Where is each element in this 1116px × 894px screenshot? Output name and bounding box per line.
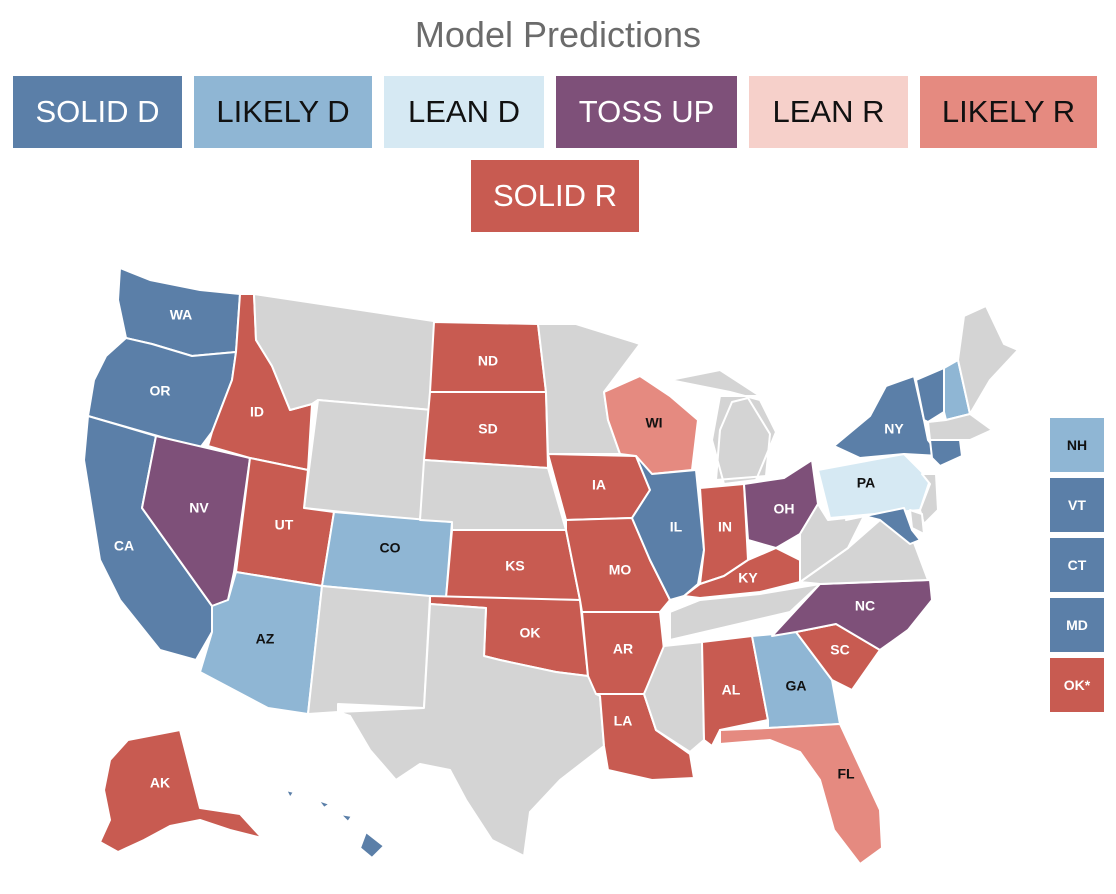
state-label-sc: SC xyxy=(830,642,849,658)
state-ct[interactable] xyxy=(929,439,963,467)
state-nc[interactable] xyxy=(771,579,933,651)
side-legend-ct[interactable]: CT xyxy=(1050,538,1104,592)
state-label-nv: NV xyxy=(189,500,209,516)
state-ny[interactable] xyxy=(833,375,941,459)
state-label-ky: KY xyxy=(738,570,758,586)
state-ma[interactable] xyxy=(927,413,993,441)
legend-toss-up-button[interactable]: TOSS UP xyxy=(556,76,737,148)
state-label-ar: AR xyxy=(613,641,633,657)
state-hi[interactable] xyxy=(285,789,385,859)
state-label-or: OR xyxy=(150,383,171,399)
state-vt[interactable] xyxy=(915,367,945,423)
state-me[interactable] xyxy=(957,305,1019,415)
state-label-id: ID xyxy=(250,404,264,420)
state-label-il: IL xyxy=(670,519,683,535)
state-wv[interactable] xyxy=(799,503,865,583)
state-label-ak: AK xyxy=(150,775,170,791)
state-label-la: LA xyxy=(614,713,633,729)
state-label-az: AZ xyxy=(256,631,275,647)
side-legend-ok-star[interactable]: OK* xyxy=(1050,658,1104,712)
state-label-al: AL xyxy=(722,682,741,698)
state-label-pa: PA xyxy=(857,475,875,491)
state-mt[interactable] xyxy=(253,293,441,411)
state-label-nc: NC xyxy=(855,598,875,614)
state-nm[interactable] xyxy=(307,585,431,715)
state-label-mo: MO xyxy=(609,562,632,578)
state-ne[interactable] xyxy=(419,459,567,531)
legend-likely-r-button[interactable]: LIKELY R xyxy=(920,76,1097,148)
state-label-sd: SD xyxy=(478,421,497,437)
state-label-co: CO xyxy=(380,540,401,556)
state-ak[interactable] xyxy=(99,729,263,853)
legend-likely-d-button[interactable]: LIKELY D xyxy=(194,76,372,148)
state-label-ga: GA xyxy=(786,678,807,694)
state-label-in: IN xyxy=(718,519,732,535)
state-ky[interactable] xyxy=(683,547,801,599)
state-fl[interactable] xyxy=(719,723,883,865)
state-label-ny: NY xyxy=(884,421,904,437)
state-label-ok: OK xyxy=(520,625,541,641)
side-legend-nh[interactable]: NH xyxy=(1050,418,1104,472)
state-md[interactable] xyxy=(845,507,921,545)
legend-solid-r-button[interactable]: SOLID R xyxy=(471,160,639,232)
legend-lean-r-button[interactable]: LEAN R xyxy=(749,76,908,148)
state-mi[interactable] xyxy=(669,369,777,485)
state-label-fl: FL xyxy=(837,766,855,782)
state-label-ks: KS xyxy=(505,558,524,574)
state-tx[interactable] xyxy=(337,603,605,857)
state-wy[interactable] xyxy=(303,399,433,521)
state-label-oh: OH xyxy=(774,501,795,517)
us-map: WA OR CA NV ID UT AZ CO ND SD KS OK IA MO AR LA WI IL IN OH… xyxy=(83,267,1019,865)
state-labels: WA OR CA NV ID UT AZ CO ND SD KS OK IA MO AR LA WI IL IN OH… xyxy=(114,307,905,839)
state-label-wa: WA xyxy=(170,307,193,323)
side-legend-vt[interactable]: VT xyxy=(1050,478,1104,532)
legend-lean-d-button[interactable]: LEAN D xyxy=(384,76,544,148)
state-label-wi: WI xyxy=(645,415,662,431)
state-label-ca: CA xyxy=(114,538,134,554)
legend-solid-d-button[interactable]: SOLID D xyxy=(13,76,182,148)
state-label-nd: ND xyxy=(478,353,498,369)
side-legend-md[interactable]: MD xyxy=(1050,598,1104,652)
state-label-ia: IA xyxy=(592,477,606,493)
state-label-ut: UT xyxy=(275,517,294,533)
state-label-hi: HI xyxy=(350,823,364,839)
page-title: Model Predictions xyxy=(414,14,702,55)
state-de[interactable] xyxy=(909,509,925,535)
